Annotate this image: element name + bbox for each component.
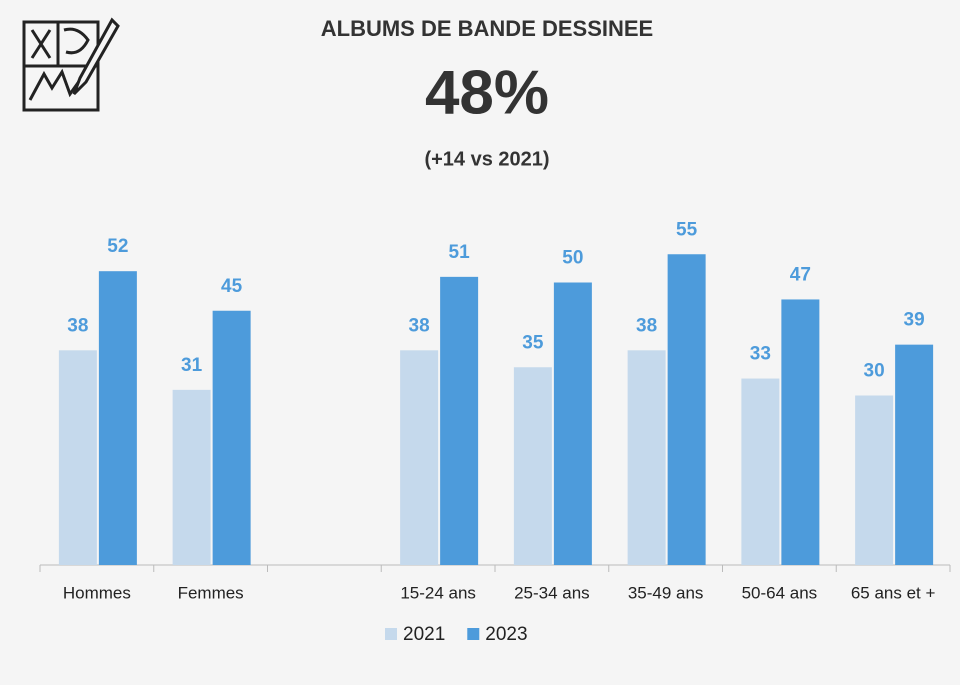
bar xyxy=(513,367,552,565)
data-label: 31 xyxy=(181,355,203,376)
chart-title: ALBUMS DE BANDE DESSINEE xyxy=(321,16,653,41)
x-tick-label: 35-49 ans xyxy=(628,583,704,602)
bar xyxy=(98,271,137,565)
data-label: 30 xyxy=(864,361,885,382)
data-label: 50 xyxy=(562,248,583,269)
data-label: 38 xyxy=(67,315,88,336)
legend-swatch xyxy=(467,628,480,640)
legend-swatch xyxy=(385,628,397,640)
bar xyxy=(553,282,592,565)
data-label: 35 xyxy=(522,332,544,353)
bar xyxy=(895,344,934,565)
x-tick-label: Hommes xyxy=(63,583,131,602)
bar xyxy=(58,350,97,565)
x-tick-label: 50-64 ans xyxy=(742,583,818,602)
data-label: 47 xyxy=(790,264,811,285)
bar xyxy=(400,350,439,565)
x-tick-label: 15-24 ans xyxy=(400,583,476,602)
bar xyxy=(212,310,251,565)
bar xyxy=(781,299,820,565)
comic-icon xyxy=(22,17,120,112)
legend-label: 2021 xyxy=(403,624,445,645)
bar xyxy=(741,378,780,565)
bar xyxy=(627,350,666,565)
headline: 48% xyxy=(425,58,549,127)
chart-subtitle: (+14 vs 2021) xyxy=(424,148,549,170)
data-label: 45 xyxy=(221,276,243,297)
x-tick-label: 25-34 ans xyxy=(514,583,590,602)
legend-label: 2023 xyxy=(485,624,527,645)
x-tick-label: 65 ans et + xyxy=(851,583,936,602)
data-label: 51 xyxy=(449,242,471,263)
bar xyxy=(440,276,479,565)
data-label: 39 xyxy=(904,310,925,331)
data-label: 38 xyxy=(636,315,657,336)
bar xyxy=(855,395,894,565)
bar xyxy=(667,254,706,565)
bar xyxy=(172,389,211,565)
data-label: 55 xyxy=(676,219,698,240)
x-tick-label: Femmes xyxy=(178,583,244,602)
data-label: 33 xyxy=(750,344,771,365)
data-label: 38 xyxy=(409,315,430,336)
data-label: 52 xyxy=(107,236,128,257)
